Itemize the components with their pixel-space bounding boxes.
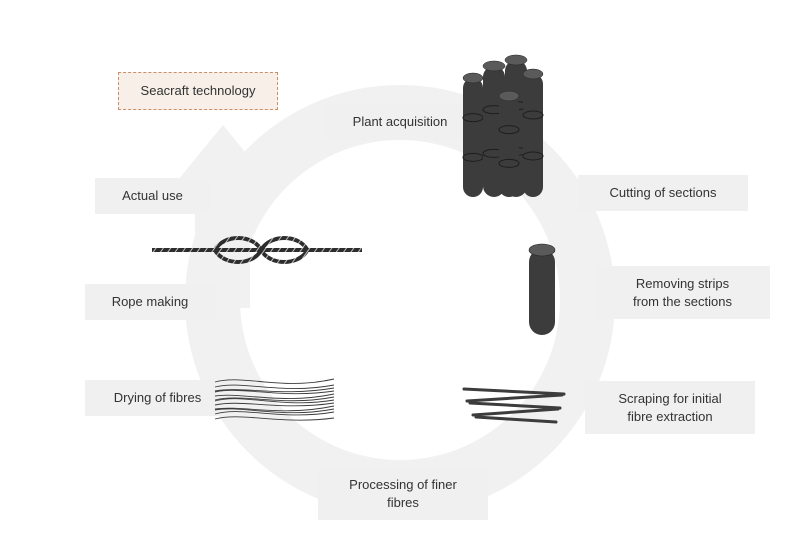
label-scraping: Scraping for initialfibre extraction [585, 381, 755, 434]
label-drying: Drying of fibres [85, 380, 230, 416]
flow-arrow-head [178, 125, 268, 180]
label-use: Actual use [95, 178, 210, 214]
rope-knot-icon [152, 232, 362, 268]
label-cutting: Cutting of sections [578, 175, 748, 211]
label-plant: Plant acquisition [325, 104, 475, 140]
cut-section-icon [527, 241, 557, 339]
label-seacraft: Seacraft technology [118, 72, 278, 110]
label-processing: Processing of finerfibres [318, 467, 488, 520]
strips-icon [460, 385, 570, 425]
label-removing: Removing stripsfrom the sections [595, 266, 770, 319]
diagram-stage: Seacraft technology Plant acquisition Cutt… [0, 0, 800, 533]
label-rope: Rope making [85, 284, 215, 320]
fibres-icon [210, 370, 340, 434]
plant-bundle-icon [455, 54, 550, 209]
